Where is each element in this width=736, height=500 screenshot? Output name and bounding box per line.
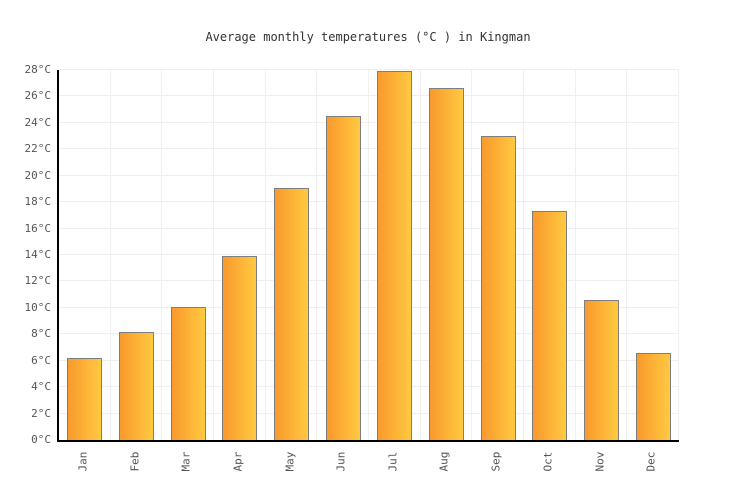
x-tick-label-aug: Aug	[437, 451, 451, 472]
v-gridline-7	[420, 70, 421, 440]
v-gridline-5	[316, 70, 317, 440]
h-gridline-26	[59, 95, 679, 97]
y-tick-label-10: 10°C	[24, 300, 52, 314]
y-tick-label-0: 0°C	[31, 433, 51, 446]
x-tick-label-jun: Jun	[334, 451, 348, 472]
x-tick-label-dec: Dec	[644, 451, 658, 472]
bar-sep[interactable]	[481, 136, 516, 440]
v-gridline-1	[110, 70, 111, 440]
h-gridline-22	[59, 148, 679, 150]
plot-right-edge	[678, 70, 679, 440]
y-tick-label-20: 20°C	[24, 168, 52, 182]
x-tick-label-jan: Jan	[76, 451, 90, 472]
h-gridline-20	[59, 174, 679, 176]
y-tick-label-6: 6°C	[31, 353, 51, 367]
bar-oct[interactable]	[532, 211, 567, 440]
y-tick-label-16: 16°C	[24, 221, 52, 235]
bar-apr[interactable]	[222, 256, 257, 440]
h-gridline-18	[59, 201, 679, 203]
x-tick-label-nov: Nov	[593, 451, 607, 472]
y-tick-label-8: 8°C	[31, 327, 51, 341]
y-tick-label-4: 4°C	[31, 380, 51, 394]
chart-title: Average monthly temperatures (°C ) in Ki…	[205, 30, 531, 44]
h-gridline-28	[59, 69, 679, 70]
h-gridline-24	[59, 121, 679, 123]
y-tick-label-2: 2°C	[31, 406, 51, 420]
y-tick-label-28: 28°C	[24, 63, 52, 76]
bar-may[interactable]	[274, 188, 309, 440]
y-tick-label-22: 22°C	[24, 142, 52, 156]
h-gridline-2	[59, 412, 679, 414]
bar-mar[interactable]	[171, 307, 206, 440]
h-gridline-14	[59, 254, 679, 255]
x-tick-label-apr: Apr	[231, 451, 245, 472]
v-gridline-6	[368, 70, 369, 440]
y-tick-label-18: 18°C	[24, 195, 52, 209]
y-tick-label-26: 26°C	[24, 89, 52, 103]
bar-jun[interactable]	[326, 116, 361, 440]
v-gridline-10	[575, 70, 576, 440]
h-gridline-4	[59, 386, 679, 388]
v-gridline-11	[626, 70, 627, 440]
v-gridline-3	[213, 70, 214, 440]
y-tick-label-14: 14°C	[24, 248, 52, 261]
bar-jan[interactable]	[67, 358, 102, 440]
h-gridline-16	[59, 227, 679, 229]
v-gridline-9	[523, 70, 524, 440]
plot-area	[57, 69, 679, 442]
h-gridline-12	[59, 280, 679, 282]
x-tick-label-mar: Mar	[179, 451, 193, 472]
h-gridline-8	[59, 333, 679, 335]
bar-feb[interactable]	[119, 332, 154, 440]
x-tick-label-sep: Sep	[489, 451, 503, 472]
y-tick-label-24: 24°C	[24, 115, 52, 129]
x-tick-label-jul: Jul	[386, 451, 400, 472]
y-tick-label-12: 12°C	[24, 274, 52, 288]
x-tick-label-feb: Feb	[128, 451, 142, 472]
x-tick-label-may: May	[283, 451, 297, 472]
h-gridline-10	[59, 306, 679, 308]
x-tick-label-oct: Oct	[541, 451, 555, 472]
v-gridline-4	[265, 70, 266, 440]
v-gridline-8	[471, 70, 472, 440]
bar-aug[interactable]	[429, 88, 464, 440]
bar-nov[interactable]	[584, 300, 619, 440]
h-gridline-6	[59, 359, 679, 361]
bar-dec[interactable]	[636, 353, 671, 440]
v-gridline-2	[161, 70, 162, 440]
bar-jul[interactable]	[377, 71, 412, 440]
